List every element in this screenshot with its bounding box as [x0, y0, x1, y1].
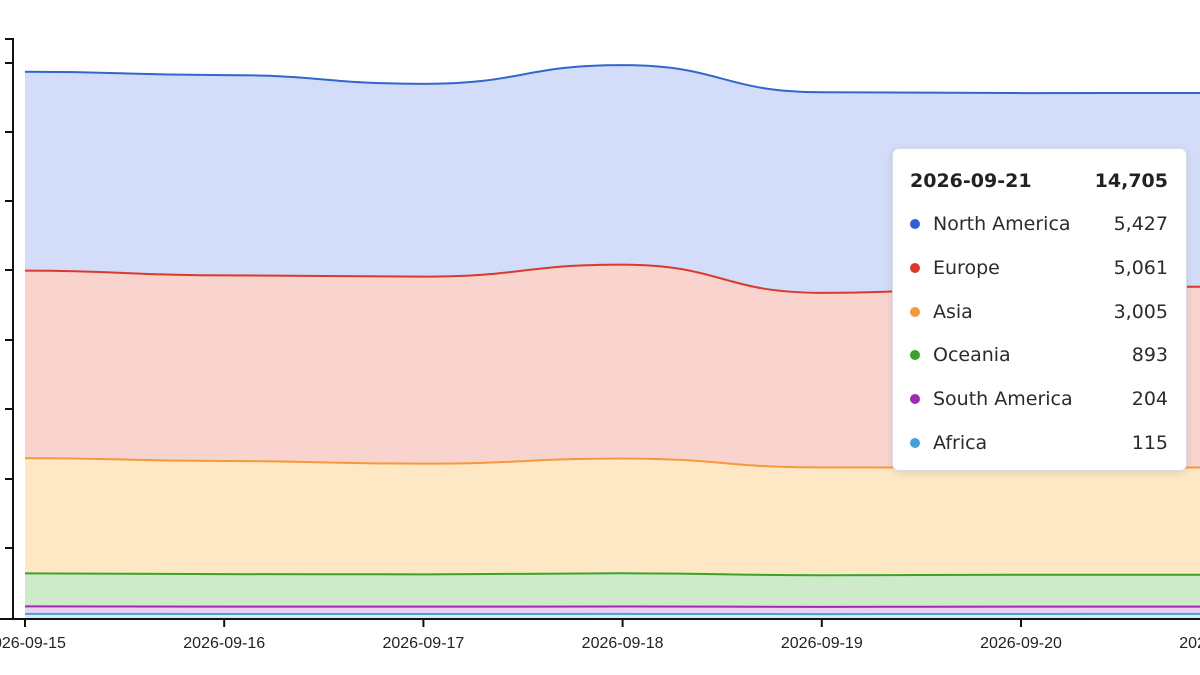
area-south-america	[25, 606, 1200, 615]
tooltip-series-value: 5,061	[1113, 257, 1168, 279]
tooltip-series-value: 5,427	[1113, 213, 1168, 235]
x-tick-label: 2026-09-19	[781, 635, 863, 652]
series-line-north-america	[24, 64, 1200, 95]
tooltip-series-name: South America	[933, 388, 1073, 410]
tooltip-series-name: Asia	[933, 301, 973, 323]
x-axis: 2026-09-15 2026-09-16 2026-09-17 2026-09-18…	[0, 618, 1200, 652]
x-tick-label: 2026-09-16	[183, 635, 265, 652]
tooltip-date: 2026-09-21	[910, 170, 1032, 192]
tooltip-series-name: Europe	[933, 257, 1000, 279]
tooltip-series-value: 204	[1131, 388, 1168, 410]
area-asia	[25, 458, 1200, 576]
chart-tooltip: 2026-09-21 14,705 North America 5,427 Eu…	[892, 148, 1187, 471]
tooltip-row-africa: Africa 115	[910, 430, 1168, 456]
x-tick-label: 2026-09-15	[0, 635, 66, 652]
series-line-oceania	[24, 572, 1200, 577]
tooltip-row-europe: Europe 5,061	[910, 255, 1168, 281]
x-tick-label: 2026-09-21	[1179, 635, 1200, 652]
tooltip-total: 14,705	[1094, 170, 1168, 192]
tooltip-series-value: 3,005	[1113, 301, 1168, 323]
tooltip-series-name: Oceania	[933, 344, 1011, 366]
tooltip-header: 2026-09-21 14,705	[910, 168, 1168, 194]
series-dot-icon	[910, 263, 920, 273]
tooltip-row-south-america: South America 204	[910, 386, 1168, 412]
tooltip-series-value: 115	[1131, 432, 1168, 454]
tooltip-row-north-america: North America 5,427	[910, 211, 1168, 237]
tooltip-series-value: 893	[1131, 344, 1168, 366]
tooltip-series-name: Africa	[933, 432, 988, 454]
series-dot-icon	[910, 219, 920, 229]
x-tick-label: 2026-09-18	[582, 635, 664, 652]
tooltip-row-oceania: Oceania 893	[910, 342, 1168, 368]
x-tick-label: 2026-09-17	[382, 635, 464, 652]
tooltip-series-name: North America	[933, 213, 1071, 235]
series-dot-icon	[910, 438, 920, 448]
series-dot-icon	[910, 307, 920, 317]
x-tick-label: 2026-09-20	[980, 635, 1062, 652]
tooltip-row-asia: Asia 3,005	[910, 299, 1168, 325]
y-axis	[5, 38, 14, 619]
series-dot-icon	[910, 394, 920, 404]
area-oceania	[25, 573, 1200, 607]
series-dot-icon	[910, 350, 920, 360]
